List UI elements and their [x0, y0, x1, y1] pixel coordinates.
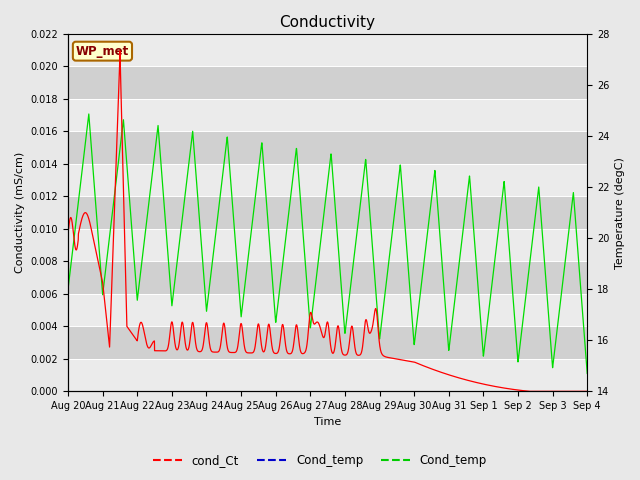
Bar [68, 229, 588, 262]
Bar [68, 164, 588, 196]
Legend: cond_Ct, Cond_temp, Cond_temp: cond_Ct, Cond_temp, Cond_temp [148, 449, 492, 472]
Bar [68, 132, 588, 164]
Bar [68, 34, 588, 66]
Y-axis label: Conductivity (mS/cm): Conductivity (mS/cm) [15, 152, 25, 273]
Bar [68, 66, 588, 99]
Bar [68, 262, 588, 294]
Bar [68, 359, 588, 391]
Title: Conductivity: Conductivity [280, 15, 376, 30]
Bar [68, 196, 588, 229]
Y-axis label: Temperature (degC): Temperature (degC) [615, 156, 625, 269]
Text: WP_met: WP_met [76, 45, 129, 58]
Bar [68, 326, 588, 359]
Bar [68, 294, 588, 326]
Bar [68, 99, 588, 132]
X-axis label: Time: Time [314, 417, 341, 427]
